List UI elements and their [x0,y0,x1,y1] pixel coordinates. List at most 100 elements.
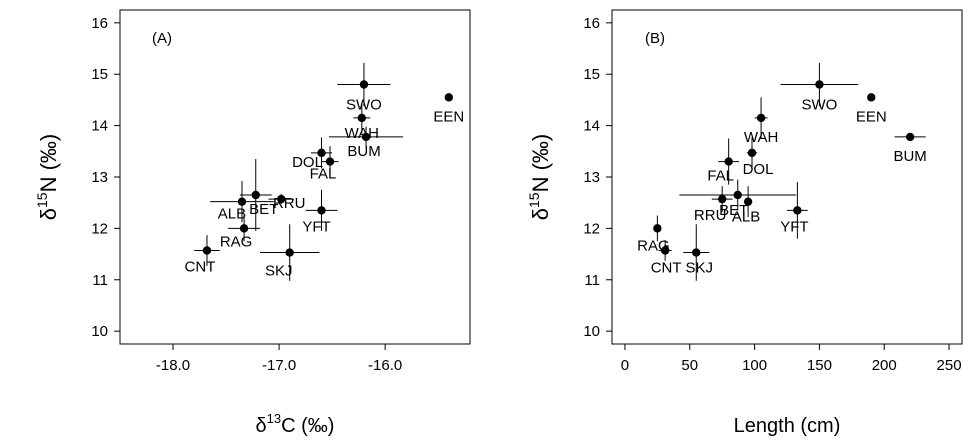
point-een: EEN [856,93,887,125]
point-label-yft: YFT [780,218,808,235]
point-label-bet: BET [249,201,278,218]
point-label-bet: BET [719,202,748,219]
point-alb: ALB [732,186,760,226]
point-label-rag: RAG [220,233,253,250]
y-tick-label: 13 [583,169,600,186]
point-label-bum: BUM [347,143,380,160]
marker-skj [692,248,701,257]
point-label-dol: DOL [292,154,323,171]
point-cnt: CNT [185,235,220,275]
point-label-yft: YFT [302,218,330,235]
marker-skj [285,248,294,257]
point-label-wah: WAH [744,129,778,146]
marker-alb [237,197,247,206]
point-swo: SWO [337,62,391,114]
point-label-rru: RRU [694,207,727,224]
y-tick-label: 12 [583,220,600,237]
chart-panel-b: 10 11 12 13 14 15 16 0 50 100 150 200 250 (B) Length (… [526,9,963,437]
chart-panel-a: 10 11 12 13 14 15 16 -18.0 -17.0 -16.0 (A) δ13C (‰)… [34,9,471,437]
x-tick-label: 100 [742,357,767,374]
point-label-dol: DOL [743,161,774,178]
point-bet: BET [239,159,278,231]
point-alb: ALB [210,181,274,223]
x-tick-label: 150 [807,357,832,374]
point-label-fal: FAL [707,168,734,185]
marker-alb [743,197,753,206]
point-rru: RRU [694,186,733,224]
panel-label: (A) [152,30,172,47]
point-bum: BUM [328,126,404,160]
x-tick-label: 50 [681,357,698,374]
point-een: EEN [433,93,464,125]
point-fal: FAL [707,138,740,185]
y-tick-label: 13 [91,169,108,186]
marker-swo [359,80,369,89]
marker-wah [756,113,766,123]
marker-swo [815,80,824,89]
x-axis-title: δ13C (‰) [256,411,335,437]
point-label-skj: SKJ [265,263,293,280]
point-label-cnt: CNT [651,259,682,276]
marker-fal [724,157,733,166]
x-tick-label: 250 [937,357,962,374]
x-tick-label: 0 [621,357,629,374]
point-label-een: EEN [433,108,464,125]
point-bet: BET [679,179,797,219]
y-tick-label: 11 [92,272,108,289]
marker-bet [251,190,260,200]
y-axis-title: δ15N (‰) [526,134,553,220]
marker-een [444,93,453,102]
point-label-alb: ALB [218,206,246,223]
point-dol: DOL [292,137,333,171]
marker-dol [747,148,757,158]
x-tick-label: 200 [872,357,897,374]
marker-wah [357,113,367,123]
plot-frame [611,9,963,345]
y-tick-label: 15 [583,66,600,83]
point-label-swo: SWO [801,97,837,114]
marker-yft [793,206,802,215]
point-yft: YFT [780,182,809,239]
point-yft: YFT [302,189,338,235]
y-tick-label: 15 [91,66,108,83]
x-tick-label: -16.0 [368,357,402,374]
marker-rru [717,194,727,204]
point-fal: FAL [310,146,339,183]
point-rag: RAG [220,215,260,250]
point-rru: RRU [268,193,306,212]
point-cnt: CNT [651,240,682,276]
marker-cnt [202,246,212,255]
y-tick-label: 14 [583,118,600,135]
point-label-een: EEN [856,108,887,125]
marker-fal [325,157,335,166]
point-wah: WAH [345,102,379,142]
panel-label: (B) [645,30,665,47]
x-tick-label: -17.0 [262,357,296,374]
point-label-wah: WAH [345,125,379,142]
point-label-rru: RRU [273,195,306,212]
y-axis-title: δ15N (‰) [34,134,61,220]
point-label-skj: SKJ [686,260,714,277]
marker-dol [317,148,326,158]
point-bum: BUM [893,132,927,165]
marker-rag [653,224,662,233]
x-axis-title: Length (cm) [734,415,841,437]
y-tick-label: 12 [91,220,108,237]
point-label-bum: BUM [893,148,926,165]
marker-bet [733,190,742,200]
point-swo: SWO [780,62,859,114]
marker-rru [277,194,286,204]
point-skj: SKJ [260,224,320,281]
marker-bum [361,132,371,142]
point-label-alb: ALB [732,209,760,226]
marker-rag [239,224,249,233]
y-tick-label: 10 [91,323,108,340]
point-wah: WAH [744,97,778,146]
marker-cnt [660,246,670,255]
point-skj: SKJ [683,224,713,281]
marker-een [867,93,876,102]
y-tick-label: 14 [91,118,108,135]
plot-frame [119,9,471,345]
y-tick-label: 11 [584,272,600,289]
